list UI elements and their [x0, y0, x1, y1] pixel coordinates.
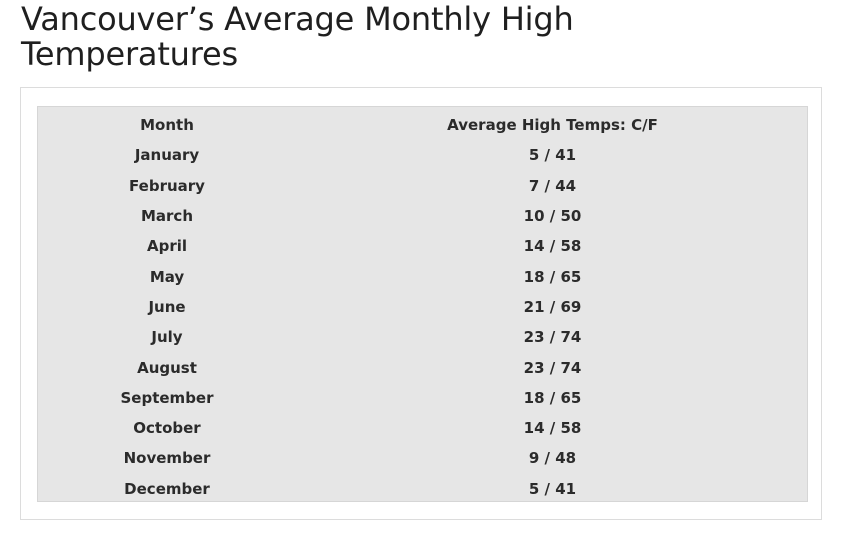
temps-cell: 5 / 41 — [528, 479, 577, 498]
table-row: April 14 / 58 — [38, 231, 809, 261]
month-cell: September — [120, 388, 214, 407]
table-row: July 23 / 74 — [38, 322, 809, 352]
month-cell: April — [146, 237, 188, 256]
temps-cell: 23 / 74 — [523, 328, 582, 347]
column-header-temps: Average High Temps: C/F — [447, 116, 658, 135]
table-row: September 18 / 65 — [38, 383, 809, 413]
table-row: June 21 / 69 — [38, 292, 809, 322]
month-cell: January — [134, 146, 200, 165]
table-row: December 5 / 41 — [38, 474, 809, 504]
table-header-row: Month Average High Temps: C/F — [38, 110, 809, 140]
temperature-table: Month Average High Temps: C/F January 5 … — [38, 110, 809, 504]
table-row: November 9 / 48 — [38, 443, 809, 473]
temps-cell: 10 / 50 — [523, 207, 582, 226]
column-header-month: Month — [140, 116, 194, 135]
temps-cell: 14 / 58 — [523, 237, 582, 256]
month-cell: June — [148, 297, 186, 316]
temps-cell: 9 / 48 — [528, 449, 577, 468]
month-cell: March — [140, 207, 194, 226]
temps-cell: 5 / 41 — [528, 146, 577, 165]
table-row: August 23 / 74 — [38, 352, 809, 382]
month-cell: July — [151, 328, 183, 347]
temps-cell: 14 / 58 — [523, 419, 582, 438]
temperature-table-panel: Month Average High Temps: C/F January 5 … — [37, 106, 808, 502]
temps-cell: 7 / 44 — [528, 176, 577, 195]
table-row: January 5 / 41 — [38, 140, 809, 170]
table-row: February 7 / 44 — [38, 171, 809, 201]
table-row: October 14 / 58 — [38, 413, 809, 443]
temps-cell: 23 / 74 — [523, 358, 582, 377]
page-title: Vancouver’s Average Monthly High Tempera… — [21, 0, 574, 73]
month-cell: May — [149, 267, 185, 286]
month-cell: November — [123, 449, 211, 468]
month-cell: August — [137, 358, 197, 377]
table-frame: Month Average High Temps: C/F January 5 … — [20, 87, 822, 520]
temps-cell: 18 / 65 — [523, 388, 582, 407]
temps-cell: 18 / 65 — [523, 267, 582, 286]
temps-cell: 21 / 69 — [523, 297, 582, 316]
month-cell: October — [133, 419, 201, 438]
table-row: March 10 / 50 — [38, 201, 809, 231]
month-cell: December — [124, 479, 210, 498]
table-row: May 18 / 65 — [38, 261, 809, 291]
month-cell: February — [129, 176, 205, 195]
